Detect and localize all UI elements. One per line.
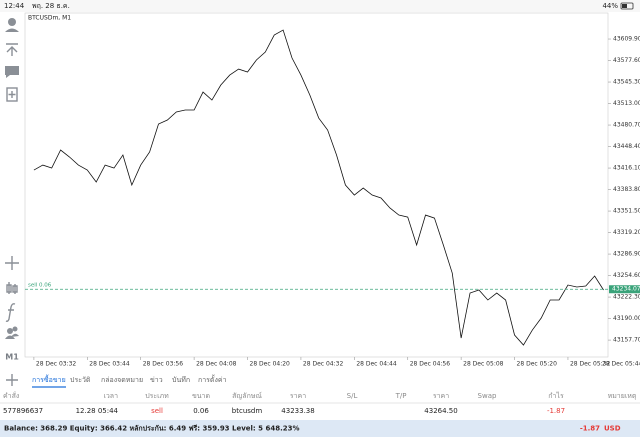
- tab[interactable]: กล่องจดหมาย: [101, 376, 143, 384]
- table-cell: 43233.38: [281, 407, 314, 415]
- y-tick-label: 43190.00: [613, 315, 640, 322]
- position-label: sell 0.06: [28, 283, 52, 289]
- column-header: คำสั่ง: [3, 391, 19, 400]
- account-icon-body: [5, 28, 19, 32]
- sidebar: M1: [5, 18, 19, 386]
- x-tick-label: 28 Dec 04:20: [250, 361, 291, 368]
- y-tick-label: 43383.80: [613, 186, 640, 193]
- y-tick-label: 43254.60: [613, 272, 640, 279]
- column-header: ราคา: [290, 392, 306, 400]
- tab-bar: [25, 372, 640, 388]
- table-cell: 43264.50: [424, 407, 457, 415]
- table-cell: 12.28 05:44: [76, 407, 119, 415]
- tab[interactable]: ประวัติ: [70, 376, 91, 384]
- footer-bar: [0, 420, 640, 437]
- y-tick-label: 43416.10: [613, 165, 640, 172]
- timeframe-button[interactable]: M1: [5, 353, 19, 362]
- objects-icon-body: [5, 333, 19, 339]
- tab[interactable]: การตั้งค่า: [198, 373, 227, 384]
- x-tick-label: 28 Dec 03:44: [89, 361, 130, 368]
- price-line: [33, 29, 604, 346]
- y-tick-label: 43351.50: [613, 208, 640, 215]
- column-header: กำไร: [548, 391, 564, 400]
- account-icon[interactable]: [8, 18, 16, 26]
- y-tick-label: 43545.30: [613, 79, 640, 86]
- status-bar: [0, 0, 640, 12]
- chart-area: [24, 12, 609, 358]
- table-cell: -1.87: [547, 407, 565, 415]
- y-tick-label: 43480.70: [613, 122, 640, 129]
- column-header: T/P: [395, 392, 407, 400]
- x-tick-label: 28 Dec 05:44: [602, 361, 640, 368]
- y-tick-label: 43222.30: [613, 294, 640, 301]
- column-header: สัญลักษณ์: [232, 392, 262, 400]
- trade-icon[interactable]: [6, 43, 18, 56]
- total-profit: -1.87: [580, 425, 600, 433]
- status-time: 12:44: [4, 2, 25, 10]
- x-tick-label: 28 Dec 03:56: [143, 361, 184, 368]
- y-tick-label: 43513.00: [613, 100, 640, 107]
- table-cell[interactable]: 577896637: [3, 407, 43, 415]
- x-tick-label: 28 Dec 03:32: [36, 361, 77, 368]
- x-tick-label: 28 Dec 05:20: [517, 361, 558, 368]
- new-order-icon[interactable]: [6, 87, 18, 102]
- current-price-badge: [609, 285, 640, 294]
- tab[interactable]: บันทึก: [172, 375, 190, 384]
- y-tick-label: 43448.40: [613, 143, 640, 150]
- objects-icon[interactable]: [7, 328, 13, 334]
- column-header: S/L: [347, 392, 358, 400]
- account-summary: Balance: 368.29 Equity: 366.42 หลักประกั…: [4, 425, 299, 433]
- column-header: หมายเหตุ: [608, 392, 637, 400]
- current-price: 43234.07: [612, 286, 640, 293]
- new-order-plus: [8, 91, 16, 98]
- tab[interactable]: ข่าว: [150, 376, 163, 384]
- currency: USD: [604, 425, 621, 433]
- y-tick-label: 43286.90: [613, 251, 640, 258]
- tab[interactable]: การซื้อขาย: [32, 373, 66, 384]
- x-tick-label: 28 Dec 05:32: [570, 361, 611, 368]
- battery-fill: [622, 4, 627, 8]
- crosshair-icon[interactable]: [5, 256, 19, 270]
- column-header: Swap: [478, 392, 497, 400]
- x-tick-label: 28 Dec 04:32: [303, 361, 344, 368]
- battery-level: 44%: [602, 2, 618, 10]
- x-tick-label: 28 Dec 04:56: [410, 361, 451, 368]
- chart-title: BTCUSDm, M1: [28, 15, 71, 22]
- objects-icon-2: [12, 326, 18, 332]
- column-header: เวลา: [103, 392, 118, 400]
- table-cell: 0.06: [193, 407, 209, 415]
- table-cell: sell: [151, 407, 163, 415]
- add-icon[interactable]: [6, 374, 18, 386]
- table-cell: btcusdm: [232, 407, 263, 415]
- chat-icon[interactable]: [5, 66, 19, 78]
- y-tick-label: 43319.20: [613, 229, 640, 236]
- column-header: ราคา: [433, 392, 449, 400]
- indicator-icon[interactable]: [6, 282, 18, 294]
- column-header: ประเภท: [145, 392, 169, 400]
- x-tick-label: 28 Dec 04:08: [196, 361, 237, 368]
- y-tick-label: 43609.90: [613, 36, 640, 43]
- x-tick-label: 28 Dec 04:44: [356, 361, 397, 368]
- function-icon[interactable]: [5, 303, 16, 322]
- y-tick-label: 43157.70: [613, 337, 640, 344]
- status-date: พฤ. 28 ธ.ค.: [32, 2, 70, 10]
- battery-icon: [620, 2, 634, 10]
- x-tick-label: 28 Dec 05:08: [463, 361, 504, 368]
- column-header: ขนาด: [192, 392, 210, 400]
- y-tick-label: 43577.60: [613, 57, 640, 64]
